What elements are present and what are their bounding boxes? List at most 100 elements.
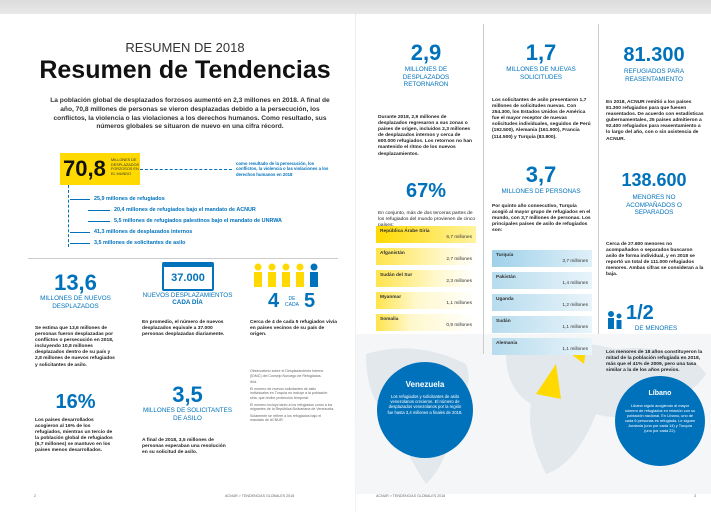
amount: 1,1 millones <box>562 347 588 352</box>
column-rule <box>483 24 484 354</box>
stat-label: NUEVOS DESPLAZAMIENTOS <box>142 292 233 299</box>
stat-number: 4 <box>268 290 280 312</box>
stat-number: 2,9 <box>410 40 442 65</box>
list-tick <box>70 199 90 200</box>
stat-number: 3,5 <box>172 382 203 407</box>
list-item: 5,5 millones de refugiados palestinos ba… <box>114 218 282 224</box>
stat-number: 3,7 <box>525 162 557 187</box>
country: Uganda <box>496 297 514 302</box>
stat-label: MILLONES DE SOLICITANTES DE ASILO <box>142 407 233 422</box>
stat-number: 67% <box>405 180 447 202</box>
table-row: Myanmar 1,1 millones <box>376 292 476 309</box>
stat-label: MILLONES DE DESPLAZADOS RETORNARON <box>402 66 450 88</box>
stat-number: 1,7 <box>525 40 557 65</box>
table-row: Alemania 1,1 millones <box>492 338 592 355</box>
amount: 2,7 millones <box>446 257 472 262</box>
country: República Árabe Siria <box>380 229 430 234</box>
stat-text: Los países desarrollados acogieron al 16… <box>35 418 113 454</box>
country: Sudán del Sur <box>380 273 413 278</box>
stat-text: Durante 2018, 2,9 millones de desplazado… <box>378 115 473 157</box>
amount: 1,1 millones <box>446 301 472 306</box>
list-tick <box>70 232 90 233</box>
country: Myanmar <box>380 295 402 300</box>
stat-text: Cerca de 27.600 menores no acompañados o… <box>606 242 704 278</box>
country: Sudán <box>496 319 511 324</box>
headline-number: 70,8 <box>63 156 106 181</box>
list-item: 3,5 millones de solicitantes de asilo <box>94 240 186 246</box>
stat-text: Por quinto año consecutivo, Turquía acog… <box>492 204 591 234</box>
stat-label: MILLONES DE NUEVOS DESPLAZADOS <box>40 295 111 310</box>
amount: 0,9 millones <box>446 323 472 328</box>
stat-text: Los menores de 18 años constituyeron la … <box>606 350 703 374</box>
title: Resumen de Tendencias <box>39 56 331 84</box>
callout-text: Los refugiados y solicitantes de asilo v… <box>387 394 463 415</box>
footer: ACNUR > TENDENCIAS GLOBALES 2018 <box>225 494 295 498</box>
footer: ACNUR > TENDENCIAS GLOBALES 2018 <box>376 494 446 498</box>
callout-title: Líbano <box>648 390 672 397</box>
list-rule <box>68 185 69 247</box>
table-row: Uganda 1,2 millones <box>492 294 592 311</box>
stat-number: 16% <box>55 391 96 413</box>
footnote: Observatorio sobre el Desplazamiento Int… <box>250 369 324 378</box>
amount: 1,4 millones <box>562 281 588 286</box>
stat-text: Se estima que 13,6 millones de personas … <box>35 326 115 368</box>
stat-label: CADA DÍA <box>172 299 203 306</box>
stat-text: En promedio, el número de nuevos desplaz… <box>142 320 225 338</box>
page-number: 3 <box>694 494 696 498</box>
stat-number: 5 <box>304 290 316 312</box>
callout-text: Líbano siguió acogiendo al mayor número … <box>624 403 696 433</box>
footnotes: Observatorio sobre el Desplazamiento Int… <box>250 369 335 423</box>
list-tick <box>88 210 110 211</box>
stat-text: A final de 2018, 3,5 millones de persona… <box>142 438 226 456</box>
calendar-icon: 37.000 <box>162 262 214 291</box>
table-row: Sudán del Sur 2,3 millones <box>376 270 476 287</box>
headline-note: como resultado de la persecución, los co… <box>236 161 329 177</box>
amount: 6,7 millones <box>446 235 472 240</box>
footnote: Solamente se refiere a los refugiados ba… <box>250 413 322 423</box>
footnote: El número incluye tanto a los refugiados… <box>250 402 335 412</box>
lebanon-circle <box>615 376 705 466</box>
headline-box <box>60 153 140 185</box>
stat-label: MILLONES DE NUEVAS SOLICITUDES <box>506 66 576 81</box>
list-item: 41,3 millones de desplazados internos <box>94 229 193 235</box>
left-page: RESUMEN DE 2018 Resumen de Tendencias La… <box>0 14 355 512</box>
country: Pakistán <box>496 275 516 280</box>
amount: 3,7 millones <box>562 259 588 264</box>
table-row: República Árabe Siria 6,7 millones <box>376 226 476 243</box>
page-number: 2 <box>34 494 36 498</box>
divider <box>28 258 338 259</box>
footnote: El número de nuevos solicitantes de asil… <box>250 386 328 400</box>
list-tick <box>70 243 90 244</box>
stat-label: REFUGIADOS PARA REASENTAMIENTO <box>623 68 685 83</box>
table-row: Somalia 0,9 millones <box>376 314 476 331</box>
table-row: Turquía 3,7 millones <box>492 250 592 267</box>
child-icon <box>608 311 622 329</box>
people-icons <box>254 263 318 287</box>
stat-text: Los solicitantes de asilo presentaron 1,… <box>492 98 591 140</box>
table-row: Afganistán 2,7 millones <box>376 248 476 265</box>
connector <box>140 169 232 170</box>
stat-label: MENORES NO ACOMPAÑADOS O SEPARADOS <box>626 194 682 216</box>
right-page: 2,9 MILLONES DE DESPLAZADOS RETORNARON D… <box>356 14 711 512</box>
country: Afganistán <box>380 251 405 256</box>
stat-number: 81.300 <box>623 44 685 66</box>
stat-number: 138.600 <box>621 170 687 190</box>
stat-text: Cerca de 4 de cada 5 refugiados vivía en… <box>250 320 337 338</box>
stat-label: MILLONES DE PERSONAS <box>501 188 581 195</box>
stat-label: DE MENORES <box>634 325 678 332</box>
stat-text: En 2018, ACNUR remitió a los países 81.3… <box>606 100 704 142</box>
amount: 1,2 millones <box>562 303 588 308</box>
kicker: RESUMEN DE 2018 <box>125 40 245 55</box>
headline-label: MILLONES DE DESPLAZADOS FORZOSOS EN EL M… <box>111 158 140 176</box>
stat-number: 1/2 <box>626 302 654 324</box>
callout-title: Venezuela <box>405 380 445 389</box>
stat-text: En conjunto, más de dos terceras partes … <box>378 211 476 228</box>
venezuela-circle <box>377 362 473 458</box>
table-row: Sudán 1,1 millones <box>492 316 592 333</box>
list-item: 20,4 millones de refugiados bajo el mand… <box>114 207 256 213</box>
column-rule <box>598 24 599 334</box>
stat-label: DE CADA <box>285 296 299 308</box>
table-row: Pakistán 1,4 millones <box>492 272 592 289</box>
amount: 2,3 millones <box>446 279 472 284</box>
stat-number: 13,6 <box>54 270 97 295</box>
